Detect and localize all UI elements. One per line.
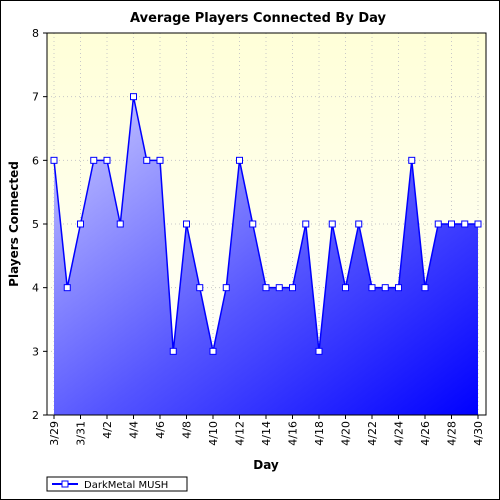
data-point — [143, 156, 151, 164]
data-point — [63, 284, 71, 292]
x-tick-label: 4/6 — [154, 421, 167, 439]
y-tick-labels: 2 3 4 5 6 7 8 — [32, 27, 39, 422]
legend-box — [46, 476, 188, 492]
data-point — [236, 156, 243, 164]
y-tick-label: 7 — [32, 91, 39, 104]
y-axis-label: Players Connected — [7, 161, 21, 287]
data-point — [209, 347, 217, 355]
data-point — [395, 284, 402, 292]
y-tick-label: 4 — [32, 282, 39, 295]
data-point — [275, 284, 283, 292]
data-point — [130, 93, 137, 101]
x-tick-label: 4/22 — [366, 421, 379, 446]
y-tick-label: 3 — [32, 345, 39, 358]
data-point — [461, 220, 469, 228]
y-tick-label: 2 — [32, 409, 39, 422]
data-point — [222, 284, 230, 292]
data-point — [448, 220, 455, 228]
data-point — [434, 220, 442, 228]
chart-title: Average Players Connected By Day — [130, 11, 386, 26]
data-point — [169, 347, 177, 355]
data-point — [103, 156, 111, 164]
data-point — [50, 156, 58, 164]
data-point — [408, 156, 416, 164]
x-tick-label: 4/14 — [260, 421, 273, 446]
data-point — [77, 220, 84, 228]
x-tick-label: 4/30 — [472, 421, 485, 446]
legend-swatch-marker — [61, 480, 69, 488]
x-tick-label: 4/16 — [287, 421, 300, 446]
x-tick-label: 4/4 — [128, 421, 141, 439]
data-point — [116, 220, 124, 228]
data-point — [342, 284, 349, 292]
x-axis-label: Day — [253, 458, 279, 472]
area-fill — [54, 96, 478, 416]
data-point — [289, 284, 296, 292]
x-tick-label: 4/10 — [207, 421, 220, 446]
data-point — [183, 220, 190, 228]
data-point — [196, 284, 204, 292]
data-point — [328, 220, 336, 228]
data-point — [421, 284, 429, 292]
data-point — [474, 220, 482, 228]
data-point — [368, 284, 376, 292]
data-point — [355, 220, 363, 228]
area-shape — [54, 96, 478, 416]
data-point — [262, 284, 270, 292]
x-tick-label: 4/8 — [181, 421, 194, 439]
x-tick-label: 4/12 — [234, 421, 247, 446]
y-tick-label: 8 — [32, 27, 39, 40]
data-point — [381, 284, 389, 292]
x-tick-label: 4/28 — [446, 421, 459, 446]
x-tick-label: 4/18 — [313, 421, 326, 446]
legend-label: DarkMetal MUSH — [84, 480, 168, 491]
x-tick-label: 4/26 — [419, 421, 432, 446]
data-point — [90, 156, 98, 164]
x-tick-labels: 3/29 3/31 4/2 4/4 4/6 4/8 4/10 4/12 4/14 4/16 4/18… — [48, 421, 485, 446]
x-tick-label: 4/20 — [340, 421, 353, 446]
x-tick-label: 4/2 — [101, 421, 114, 439]
data-point — [302, 220, 310, 228]
legend: DarkMetal MUSH — [46, 476, 188, 492]
y-tick-label: 5 — [32, 218, 39, 231]
data-point — [315, 347, 323, 355]
x-tick-label: 3/31 — [75, 421, 88, 446]
y-tick-label: 6 — [32, 154, 39, 167]
data-point — [249, 220, 257, 228]
x-tick-label: 4/24 — [393, 421, 406, 446]
x-tick-label: 3/29 — [48, 421, 61, 446]
data-point — [156, 156, 164, 164]
data-points — [50, 93, 482, 355]
axes — [43, 32, 487, 419]
